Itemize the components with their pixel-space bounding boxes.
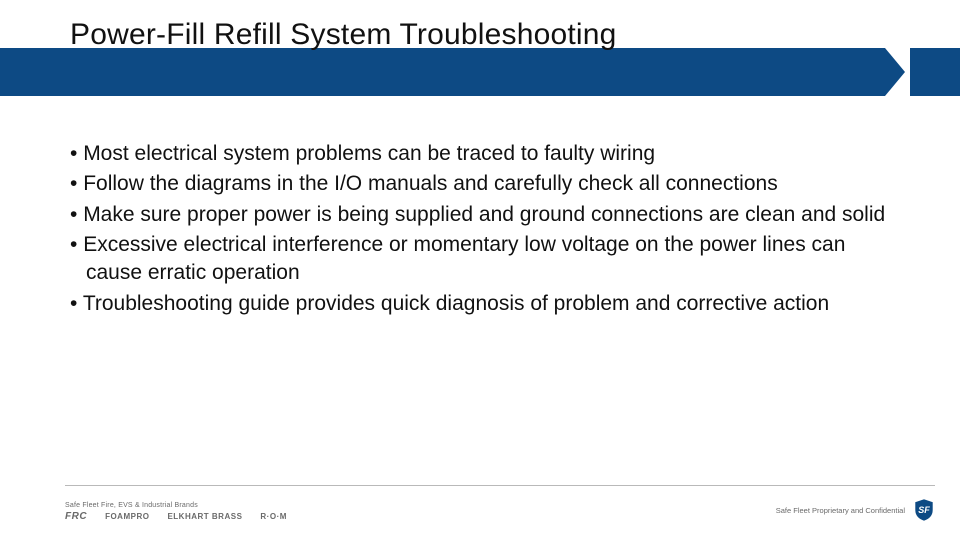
brands-row: FRC FOAMPRO ELKHART BRASS R·O·M: [65, 511, 287, 522]
title-bar-chevron-icon: [885, 48, 905, 96]
brand-logo: ELKHART BRASS: [167, 512, 242, 521]
list-item: Most electrical system problems can be t…: [70, 140, 890, 168]
footer-brands: Safe Fleet Fire, EVS & Industrial Brands…: [65, 502, 287, 522]
title-bar: [0, 48, 960, 96]
list-item: Follow the diagrams in the I/O manuals a…: [70, 170, 890, 198]
list-item: Excessive electrical interference or mom…: [70, 231, 890, 288]
list-item: Make sure proper power is being supplied…: [70, 201, 890, 229]
footer-divider: [65, 485, 935, 486]
footer-brands-label: Safe Fleet Fire, EVS & Industrial Brands: [65, 502, 287, 509]
slide: Power-Fill Refill System Troubleshooting…: [0, 0, 960, 540]
brand-logo: FOAMPRO: [105, 512, 149, 521]
brand-logo: R·O·M: [260, 512, 287, 521]
title-bar-fill: [0, 48, 885, 96]
bullet-list: Most electrical system problems can be t…: [70, 140, 890, 318]
content-area: Most electrical system problems can be t…: [70, 140, 890, 320]
title-bar-right: [910, 48, 960, 96]
shield-icon: SF: [913, 498, 935, 522]
brand-logo: FRC: [65, 511, 87, 522]
page-title: Power-Fill Refill System Troubleshooting: [70, 18, 617, 52]
list-item: Troubleshooting guide provides quick dia…: [70, 290, 890, 318]
confidential-text: Safe Fleet Proprietary and Confidential: [776, 506, 905, 515]
badge-text: SF: [918, 505, 930, 515]
footer-right: Safe Fleet Proprietary and Confidential …: [776, 498, 935, 522]
